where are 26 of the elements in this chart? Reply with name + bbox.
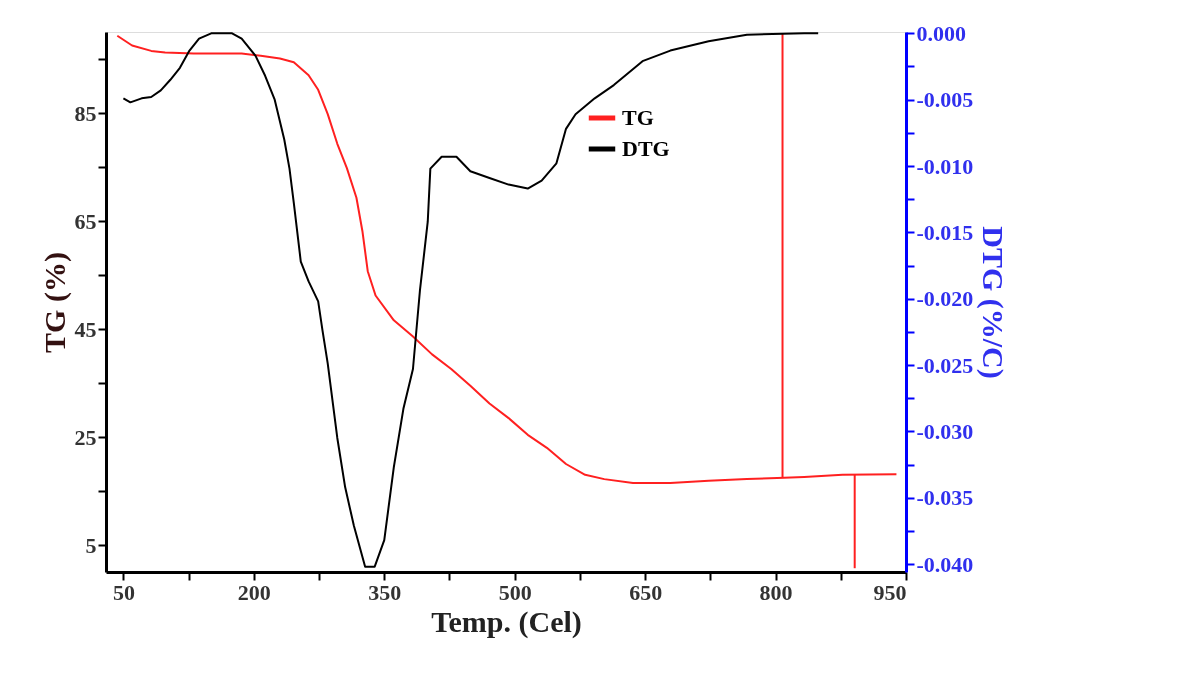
y2-tick-label: 0.000 xyxy=(916,20,966,46)
y2-tick-label: -0.005 xyxy=(916,87,974,113)
y2-tick-label: -0.035 xyxy=(916,485,974,511)
y-tick-label: 85 xyxy=(74,100,97,126)
y2-tick-label: -0.015 xyxy=(916,219,974,245)
y2-tick-label: -0.025 xyxy=(916,352,974,378)
y-tick-label: 45 xyxy=(74,316,97,342)
x-tick-label: 800 xyxy=(759,579,793,605)
y-tick-label: 5 xyxy=(85,532,97,558)
y-tick-label: 25 xyxy=(74,424,97,450)
y2-tick-label: -0.020 xyxy=(916,286,974,312)
y-axis-title: TG (%) xyxy=(37,252,72,353)
y2-axis-title: DTG (%/C) xyxy=(976,226,1011,379)
x-tick-label: 350 xyxy=(368,579,402,605)
y2-tick-label: -0.040 xyxy=(916,551,974,577)
x-tick-label: 200 xyxy=(237,579,271,605)
x-tick-label: 950 xyxy=(873,579,907,605)
legend-label: TG xyxy=(622,105,654,130)
x-tick-label: 500 xyxy=(498,579,532,605)
legend-label: DTG xyxy=(622,136,670,161)
x-axis-title: Temp. (Cel) xyxy=(431,604,582,639)
y-tick-label: 65 xyxy=(74,208,97,234)
y2-tick-label: -0.010 xyxy=(916,153,974,179)
x-tick-label: 50 xyxy=(112,579,135,605)
x-tick-label: 650 xyxy=(629,579,663,605)
y2-tick-label: -0.030 xyxy=(916,418,974,444)
